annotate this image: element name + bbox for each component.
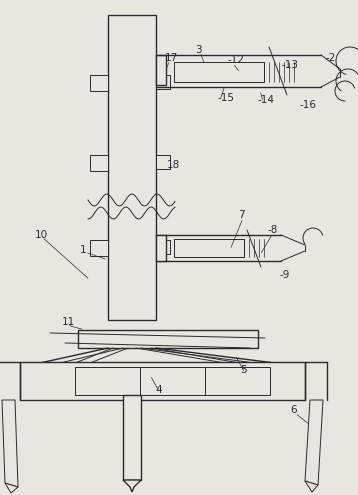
- Text: -16: -16: [300, 100, 317, 110]
- Polygon shape: [305, 400, 323, 485]
- Bar: [78, 330, 258, 348]
- Bar: [156, 55, 166, 85]
- Text: -12: -12: [228, 55, 245, 65]
- Bar: [75, 367, 270, 395]
- Bar: [90, 75, 108, 91]
- Polygon shape: [5, 483, 18, 493]
- Text: 17: 17: [165, 53, 178, 63]
- Text: -15: -15: [218, 93, 235, 103]
- Polygon shape: [305, 481, 318, 492]
- Bar: [156, 240, 170, 254]
- Text: -14: -14: [258, 95, 275, 105]
- Bar: [90, 240, 108, 256]
- Polygon shape: [2, 400, 18, 487]
- Bar: [90, 155, 108, 171]
- Bar: [156, 155, 170, 169]
- Text: -2: -2: [325, 53, 335, 63]
- Text: 7: 7: [238, 210, 245, 220]
- Text: 18: 18: [167, 160, 180, 170]
- Bar: [108, 15, 156, 320]
- Text: -9: -9: [280, 270, 290, 280]
- Text: -13: -13: [282, 60, 299, 70]
- Text: 11: 11: [62, 317, 75, 327]
- Bar: [156, 235, 166, 261]
- Text: 5: 5: [240, 365, 247, 375]
- Text: 1: 1: [80, 245, 87, 255]
- Bar: [20, 362, 305, 400]
- Bar: [156, 75, 170, 89]
- Text: -8: -8: [268, 225, 279, 235]
- Polygon shape: [123, 480, 141, 492]
- Bar: [174, 239, 244, 257]
- Bar: [123, 395, 141, 480]
- Bar: [174, 62, 264, 82]
- Text: 4: 4: [155, 385, 161, 395]
- Text: 3: 3: [195, 45, 202, 55]
- Text: 6: 6: [290, 405, 297, 415]
- Text: 10: 10: [35, 230, 48, 240]
